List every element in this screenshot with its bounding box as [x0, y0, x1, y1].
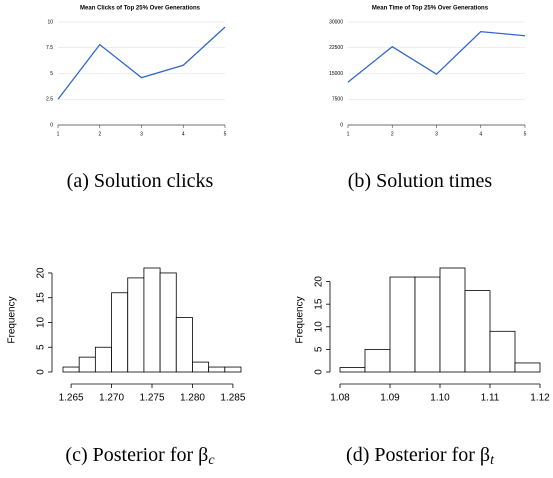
chart-title: Mean Clicks of Top 25% Over Generations: [80, 6, 201, 12]
bar: [62, 366, 80, 373]
bar: [224, 366, 242, 373]
y-axis-label: Frequency: [295, 296, 306, 343]
line: [347, 30, 526, 83]
y-tick-label: 5: [50, 71, 53, 77]
y-tick-label: 0: [314, 369, 325, 375]
y-tick-label: 15: [314, 298, 325, 310]
caption-subscript: t: [490, 453, 495, 468]
caption-subscript: c: [208, 453, 215, 468]
y-tick-label: 7.5: [46, 45, 53, 51]
x-tick-label: 1.275: [139, 393, 164, 404]
bar: [143, 267, 161, 373]
x-tick-label: 3: [140, 131, 143, 137]
line: [57, 26, 226, 100]
x-tick-label: 1.09: [380, 393, 400, 404]
x-tick-label: 1.08: [330, 393, 350, 404]
caption-text: (b) Solution times: [348, 170, 493, 192]
x-tick-label: 3: [435, 131, 438, 137]
bar: [175, 317, 193, 373]
bar: [464, 290, 491, 373]
y-tick-label: 15: [36, 292, 47, 304]
x-tick-label: 1.11: [481, 393, 500, 404]
x-tick-label: 1.270: [99, 393, 124, 404]
bar: [339, 367, 366, 373]
bar: [159, 272, 177, 373]
x-tick-label: 1: [347, 131, 350, 137]
x-tick-label: 1.285: [220, 393, 245, 404]
x-tick-label: 4: [182, 131, 185, 137]
y-tick-label: 7500: [332, 97, 343, 103]
y-tick-label: 0: [340, 122, 343, 128]
bar: [489, 330, 516, 373]
y-tick-label: 10: [36, 316, 47, 328]
caption: (c) Posterior for βc: [65, 444, 215, 469]
x-tick-label: 4: [479, 131, 482, 137]
y-tick-label: 20: [314, 276, 325, 288]
x-tick-label: 2: [98, 131, 101, 137]
x-tick-label: 5: [524, 131, 527, 137]
caption-text: (c) Posterior for β: [65, 444, 208, 466]
y-tick-label: 10: [47, 19, 53, 25]
caption-text: (a) Solution clicks: [67, 170, 214, 192]
caption: (d) Posterior for βt: [346, 444, 495, 469]
y-tick-label: 20: [36, 267, 47, 279]
bar: [389, 276, 416, 373]
y-tick-label: 15000: [329, 71, 343, 77]
bar: [111, 292, 129, 373]
x-tick-label: 1.280: [180, 393, 205, 404]
y-tick-label: 5: [314, 346, 325, 352]
y-tick-label: 0: [36, 369, 47, 375]
bar: [127, 277, 145, 373]
bar: [439, 267, 466, 373]
bar: [514, 362, 541, 373]
bar: [208, 366, 226, 373]
bar: [414, 276, 441, 373]
caption: (b) Solution times: [348, 170, 493, 192]
y-tick-label: 5: [36, 344, 47, 350]
x-tick-label: 1.10: [430, 393, 450, 404]
y-tick-label: 0: [50, 122, 53, 128]
y-tick-label: 10: [314, 321, 325, 333]
y-tick-label: 30000: [329, 19, 343, 25]
y-tick-label: 2.5: [46, 97, 53, 103]
caption-text: (d) Posterior for β: [346, 444, 490, 466]
x-tick-label: 1.265: [59, 393, 84, 404]
bar: [364, 348, 391, 373]
bar: [94, 346, 112, 373]
y-tick-label: 22500: [329, 45, 343, 51]
bar: [78, 356, 96, 373]
bar: [192, 361, 210, 373]
chart-title: Mean Time of Top 25% Over Generations: [372, 6, 489, 12]
x-tick-label: 5: [224, 131, 227, 137]
x-tick-label: 1.12: [530, 393, 550, 404]
y-axis-label: Frequency: [7, 296, 18, 343]
x-tick-label: 2: [391, 131, 394, 137]
caption: (a) Solution clicks: [67, 170, 214, 192]
x-tick-label: 1: [57, 131, 60, 137]
